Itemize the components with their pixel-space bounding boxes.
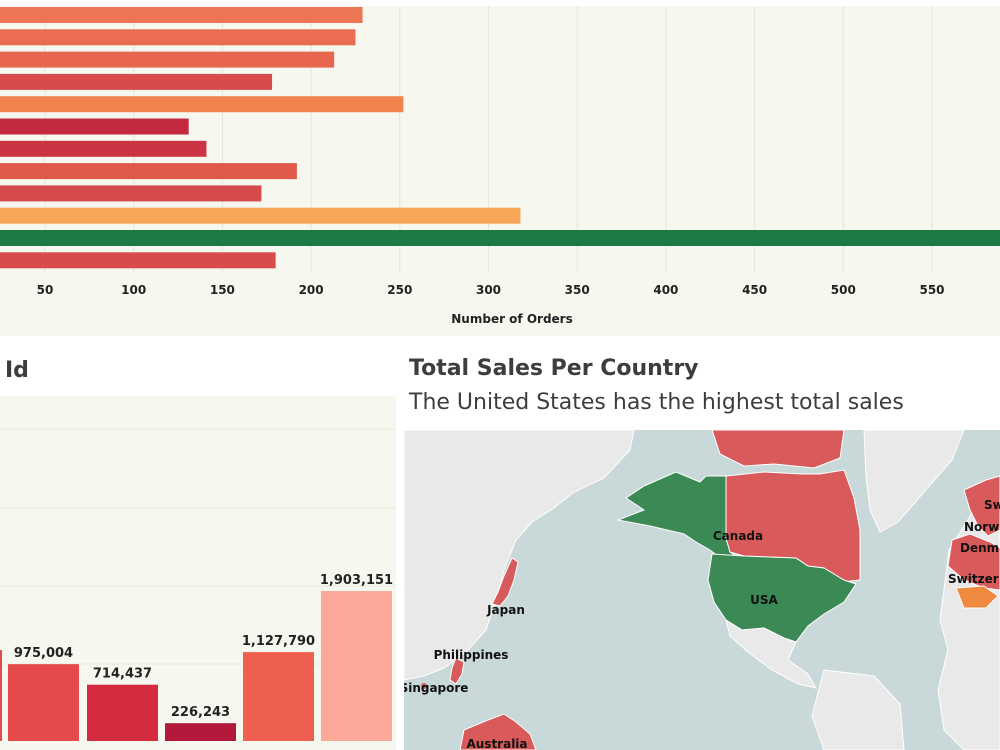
- orders-bar-chart-panel: 50 100 150 200 250 300 350 400 450 500 550 Number …: [0, 0, 1000, 336]
- asia-land: [404, 430, 635, 681]
- column-bar[interactable]: [8, 664, 79, 741]
- column-bar[interactable]: [87, 684, 158, 741]
- x-tick-label: 550: [919, 283, 944, 297]
- alaska[interactable]: [616, 471, 748, 565]
- label-canada: Canada: [713, 529, 763, 543]
- x-tick-label: 500: [831, 283, 856, 297]
- x-tick-label: 150: [210, 283, 235, 297]
- label-denmark: Denm: [960, 541, 999, 555]
- map-subtitle: The United States has the highest total …: [409, 390, 904, 415]
- philippines[interactable]: [449, 657, 465, 685]
- australia[interactable]: [459, 713, 537, 750]
- label-philippines: Philippines: [434, 648, 509, 662]
- order-bar[interactable]: [0, 51, 335, 68]
- sales-map[interactable]: Canada USA Japan Philippines Singapore A…: [404, 430, 1000, 750]
- column-bar[interactable]: [165, 723, 236, 741]
- column-value-label: 226,243: [171, 705, 230, 720]
- x-tick-label: 50: [37, 283, 54, 297]
- x-tick-label: 300: [476, 283, 501, 297]
- label-australia: Australia: [466, 737, 527, 750]
- x-tick-label: 200: [299, 283, 324, 297]
- order-bar[interactable]: [0, 185, 262, 202]
- label-usa: USA: [750, 593, 778, 607]
- map-canvas[interactable]: Canada USA Japan Philippines Singapore A…: [404, 430, 1000, 750]
- column-chart-title: Id: [5, 358, 29, 383]
- order-bar[interactable]: [0, 96, 404, 113]
- x-tick-label: 350: [565, 283, 590, 297]
- order-bar[interactable]: [0, 230, 1000, 246]
- order-bar[interactable]: [0, 140, 207, 157]
- greenland: [863, 430, 965, 533]
- canada-islands[interactable]: [711, 430, 845, 469]
- column-value-label: 1,903,151: [320, 573, 393, 588]
- x-tick-label: 450: [742, 283, 767, 297]
- switzerland[interactable]: [955, 585, 999, 609]
- order-bar[interactable]: [0, 252, 276, 269]
- label-japan: Japan: [486, 603, 525, 617]
- x-axis-label: Number of Orders: [451, 312, 572, 326]
- column-bar[interactable]: [243, 652, 314, 741]
- id-column-chart: 975,004 714,437 226,243 1,127,790 1,903,151: [0, 396, 396, 750]
- order-bar[interactable]: [0, 207, 521, 224]
- south-america-land: [811, 669, 905, 750]
- id-column-chart-panel: Id 975,004 714,437 226,243 1,127,790 1,903,1…: [0, 338, 400, 750]
- label-sweden: Sw: [984, 498, 1000, 512]
- orders-bar-chart: 50 100 150 200 250 300 350 400 450 500 550 Number …: [0, 6, 1000, 336]
- singapore[interactable]: [421, 683, 427, 689]
- order-bar[interactable]: [0, 118, 189, 135]
- order-bar[interactable]: [0, 7, 363, 23]
- japan[interactable]: [491, 557, 519, 607]
- column-value-label: 1,127,790: [242, 634, 315, 649]
- label-singapore: Singapore: [404, 681, 468, 695]
- usa[interactable]: [707, 553, 857, 643]
- x-tick-label: 250: [387, 283, 412, 297]
- x-tick-label: 100: [121, 283, 146, 297]
- order-bar[interactable]: [0, 29, 356, 46]
- column-bar-partial[interactable]: [0, 650, 2, 741]
- order-bar[interactable]: [0, 163, 297, 180]
- order-bar[interactable]: [0, 73, 273, 90]
- nordics[interactable]: [963, 475, 1000, 537]
- label-norway: Norw: [964, 520, 999, 534]
- x-tick-label: 400: [653, 283, 678, 297]
- canada[interactable]: [725, 469, 861, 583]
- label-switzerland: Switzer: [948, 572, 999, 586]
- western-europe[interactable]: [947, 533, 1000, 591]
- mexico: [725, 618, 817, 689]
- map-title: Total Sales Per Country: [409, 356, 699, 381]
- column-value-label: 714,437: [93, 667, 152, 682]
- column-value-label: 975,004: [14, 646, 73, 661]
- column-bar[interactable]: [321, 591, 392, 741]
